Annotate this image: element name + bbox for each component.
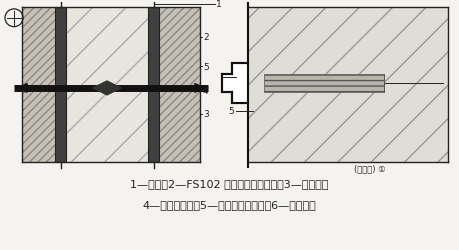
- Bar: [248, 8, 448, 162]
- Polygon shape: [93, 82, 121, 96]
- Polygon shape: [222, 64, 248, 103]
- Bar: [159, 8, 200, 162]
- Bar: [264, 75, 384, 92]
- Text: 4: 4: [203, 87, 209, 96]
- Text: 1—模板；2—FS102 密实型防水混凝土；3—止水环；: 1—模板；2—FS102 密实型防水混凝土；3—止水环；: [130, 178, 328, 188]
- Text: 4—工具式螺栓；5—固定模板用螺栓；6—水泥砂浆: 4—工具式螺栓；5—固定模板用螺栓；6—水泥砂浆: [142, 200, 316, 210]
- Bar: [148, 8, 159, 162]
- Text: (折模后) ①: (折模后) ①: [354, 163, 386, 172]
- Text: 3: 3: [203, 110, 209, 119]
- Text: 1: 1: [216, 0, 222, 10]
- Text: 5: 5: [203, 62, 209, 72]
- Bar: [22, 8, 55, 162]
- Text: 5: 5: [228, 107, 234, 116]
- Text: 2: 2: [203, 33, 209, 42]
- Bar: [55, 8, 66, 162]
- Text: 6: 6: [228, 73, 234, 82]
- Bar: [66, 8, 148, 162]
